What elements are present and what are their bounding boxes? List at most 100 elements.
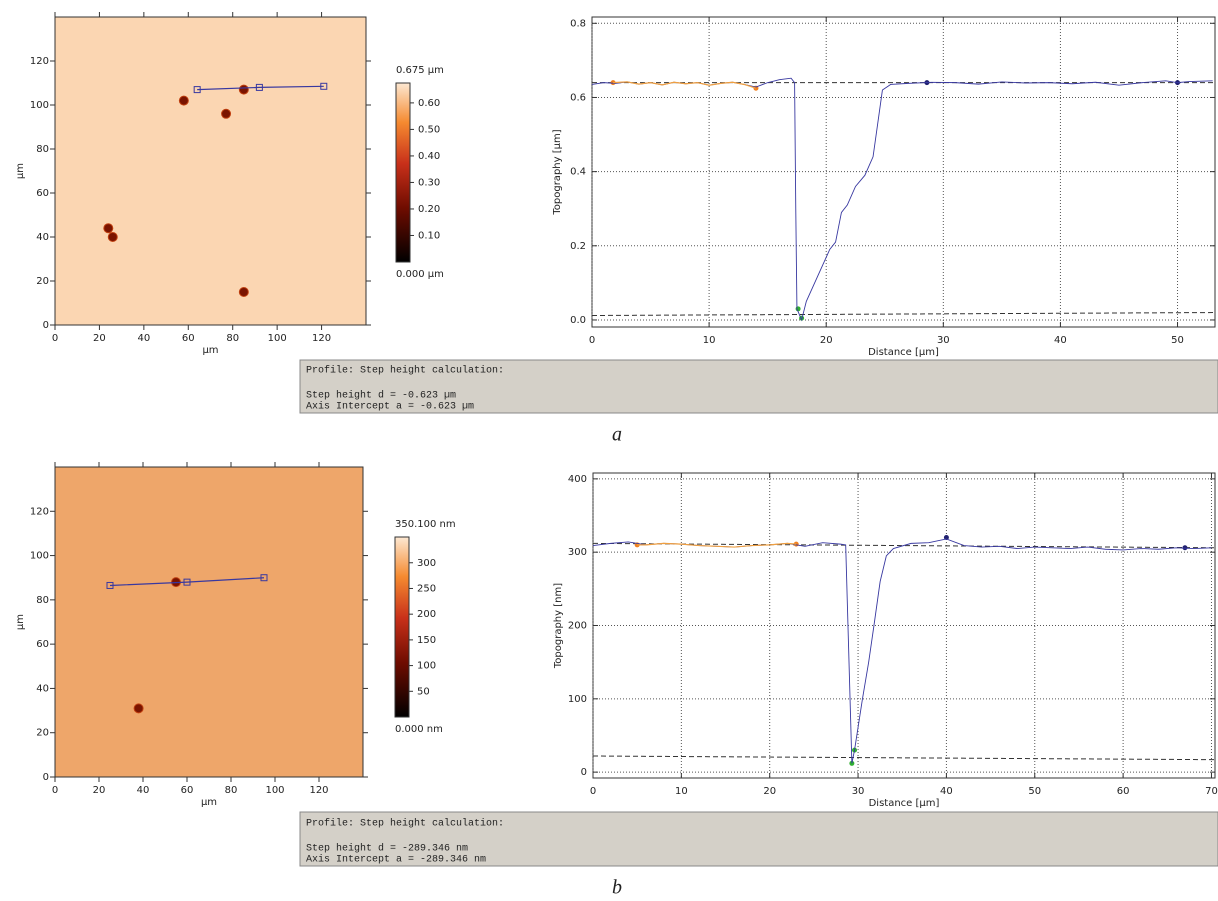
afm-image [54, 466, 364, 778]
colorbar-label: 0.40 [418, 151, 440, 162]
x-axis-label: Distance [µm] [869, 798, 940, 809]
y-axis-label: µm [15, 163, 26, 179]
colorbar-label: 250 [417, 583, 436, 594]
y-tick-label: 80 [36, 595, 49, 606]
info-line: Step height d = -289.346 nm [306, 843, 468, 855]
x-tick-label: 20 [93, 785, 106, 796]
x-tick-label: 80 [226, 333, 239, 344]
panel-label: b [612, 877, 622, 899]
x-tick-label: 50 [1028, 786, 1041, 797]
y-tick-label: 300 [568, 547, 587, 558]
y-axis-label: µm [15, 614, 26, 630]
x-tick-label: 0 [52, 333, 58, 344]
y-tick-label: 0.2 [570, 241, 586, 252]
marker [943, 535, 949, 541]
x-tick-label: 100 [265, 785, 284, 796]
y-tick-label: 60 [36, 188, 49, 199]
x-tick-label: 100 [268, 333, 287, 344]
profile-line [197, 85, 324, 91]
y-tick-label: 120 [30, 506, 49, 517]
profile-handle [106, 581, 114, 589]
x-tick-label: 50 [1171, 335, 1184, 346]
x-tick-label: 30 [852, 786, 865, 797]
y-tick-label: 20 [36, 728, 49, 739]
particle [107, 232, 118, 242]
y-tick-label: 40 [36, 683, 49, 694]
x-axis-label: µm [202, 345, 218, 356]
colorbar [395, 82, 411, 263]
y-axis-label: Topography [nm] [553, 583, 564, 669]
y-tick-label: 0.4 [570, 167, 586, 178]
selection [613, 81, 757, 89]
selection [637, 542, 797, 548]
panel-label: a [612, 424, 622, 446]
colorbar-label: 0.50 [418, 124, 440, 135]
x-tick-label: 70 [1205, 786, 1218, 797]
x-tick-label: 0 [589, 335, 595, 346]
y-tick-label: 120 [30, 56, 49, 67]
info-box [299, 359, 1218, 414]
colorbar [394, 536, 410, 718]
particle [238, 84, 249, 95]
colorbar-label: 0.000 µm [396, 269, 444, 280]
y-tick-label: 100 [30, 100, 49, 111]
plot-frame [592, 472, 1216, 779]
colorbar-label: 300 [417, 558, 436, 569]
colorbar-label: 0.000 nm [395, 724, 443, 735]
afm-image [54, 16, 367, 326]
y-tick-label: 60 [36, 639, 49, 650]
particle [178, 95, 189, 106]
x-tick-label: 10 [703, 335, 716, 346]
info-box [299, 811, 1218, 867]
y-tick-label: 0 [581, 767, 587, 778]
x-tick-label: 40 [940, 786, 953, 797]
x-tick-label: 30 [937, 335, 950, 346]
y-tick-label: 400 [568, 474, 587, 485]
x-tick-label: 40 [137, 333, 150, 344]
x-tick-label: 120 [309, 785, 328, 796]
colorbar-label: 150 [417, 635, 436, 646]
x-tick-label: 10 [675, 786, 688, 797]
info-line: Axis Intercept a = -289.346 nm [306, 854, 486, 866]
y-tick-label: 0 [43, 772, 49, 783]
colorbar-label: 0.60 [418, 98, 440, 109]
colorbar-label: 0.675 µm [396, 65, 444, 76]
profile-handle [255, 83, 263, 91]
particle [238, 287, 249, 297]
y-tick-label: 0.8 [570, 18, 586, 29]
profile-handle [183, 578, 191, 586]
x-tick-label: 40 [137, 785, 150, 796]
profile-handle [193, 86, 201, 94]
y-tick-label: 0.0 [570, 315, 586, 326]
colorbar-label: 0.10 [418, 230, 440, 241]
particle [221, 108, 232, 119]
x-tick-label: 20 [93, 333, 106, 344]
info-line: Step height d = -0.623 µm [306, 390, 456, 402]
y-axis-label: Topography [µm] [552, 129, 563, 215]
colorbar-label: 200 [417, 609, 436, 620]
colorbar-label: 100 [417, 661, 436, 672]
x-tick-label: 20 [820, 335, 833, 346]
x-tick-label: 40 [1054, 335, 1067, 346]
colorbar-label: 350.100 nm [395, 519, 456, 530]
colorbar-label: 0.20 [418, 204, 440, 215]
x-axis-label: Distance [µm] [868, 347, 939, 358]
y-tick-label: 80 [36, 144, 49, 155]
colorbar-label: 50 [417, 686, 430, 697]
y-tick-label: 20 [36, 276, 49, 287]
x-tick-label: 20 [763, 786, 776, 797]
y-tick-label: 40 [36, 232, 49, 243]
y-tick-label: 100 [30, 551, 49, 562]
x-tick-label: 0 [52, 785, 58, 796]
particle [103, 223, 114, 234]
info-line: Profile: Step height calculation: [306, 365, 504, 377]
profile-line [109, 577, 265, 587]
colorbar-label: 0.30 [418, 177, 440, 188]
info-line: Profile: Step height calculation: [306, 818, 504, 830]
x-axis-label: µm [201, 797, 217, 808]
particle [133, 703, 144, 714]
x-tick-label: 120 [312, 333, 331, 344]
profile-handle [260, 574, 268, 582]
x-tick-label: 60 [181, 785, 194, 796]
